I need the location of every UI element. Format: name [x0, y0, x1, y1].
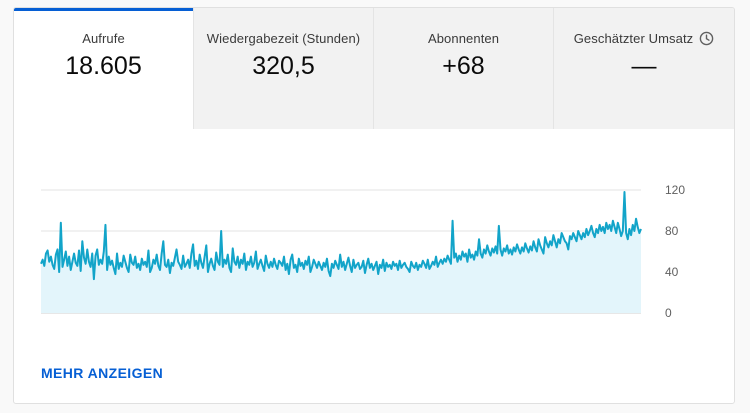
tab-watch-time[interactable]: Wiedergabezeit (Stunden) 320,5 [194, 8, 374, 129]
clock-icon [699, 31, 714, 46]
tab-subscribers[interactable]: Abonnenten +68 [374, 8, 554, 129]
tab-subscribers-label: Abonnenten [427, 31, 500, 46]
y-tick-label: 80 [665, 224, 679, 238]
series-area [41, 192, 641, 313]
tab-views[interactable]: Aufrufe 18.605 [14, 8, 194, 129]
tab-views-value: 18.605 [65, 52, 142, 80]
tab-subscribers-value: +68 [442, 52, 485, 80]
y-tick-label: 40 [665, 265, 679, 279]
line-chart: 0408012001.01...02.03.202002.05.202002.0… [40, 183, 685, 344]
series-line [40, 191, 642, 281]
tab-watch-time-label: Wiedergabezeit (Stunden) [206, 31, 361, 46]
analytics-card: Aufrufe 18.605 Wiedergabezeit (Stunden) … [13, 7, 735, 404]
tab-revenue-label-wrap: Geschätzter Umsatz [554, 31, 734, 46]
y-tick-label: 0 [665, 306, 672, 320]
tab-revenue-label: Geschätzter Umsatz [573, 31, 694, 46]
views-chart: 0408012001.01...02.03.202002.05.202002.0… [14, 129, 734, 344]
y-tick-label: 120 [665, 183, 685, 197]
tab-revenue[interactable]: Geschätzter Umsatz — [554, 8, 734, 129]
show-more-link[interactable]: MEHR ANZEIGEN [41, 365, 164, 381]
tab-watch-time-value: 320,5 [252, 52, 315, 80]
tab-views-label: Aufrufe [82, 31, 125, 46]
tab-revenue-value: — [631, 52, 657, 80]
metric-tabs: Aufrufe 18.605 Wiedergabezeit (Stunden) … [14, 8, 734, 129]
